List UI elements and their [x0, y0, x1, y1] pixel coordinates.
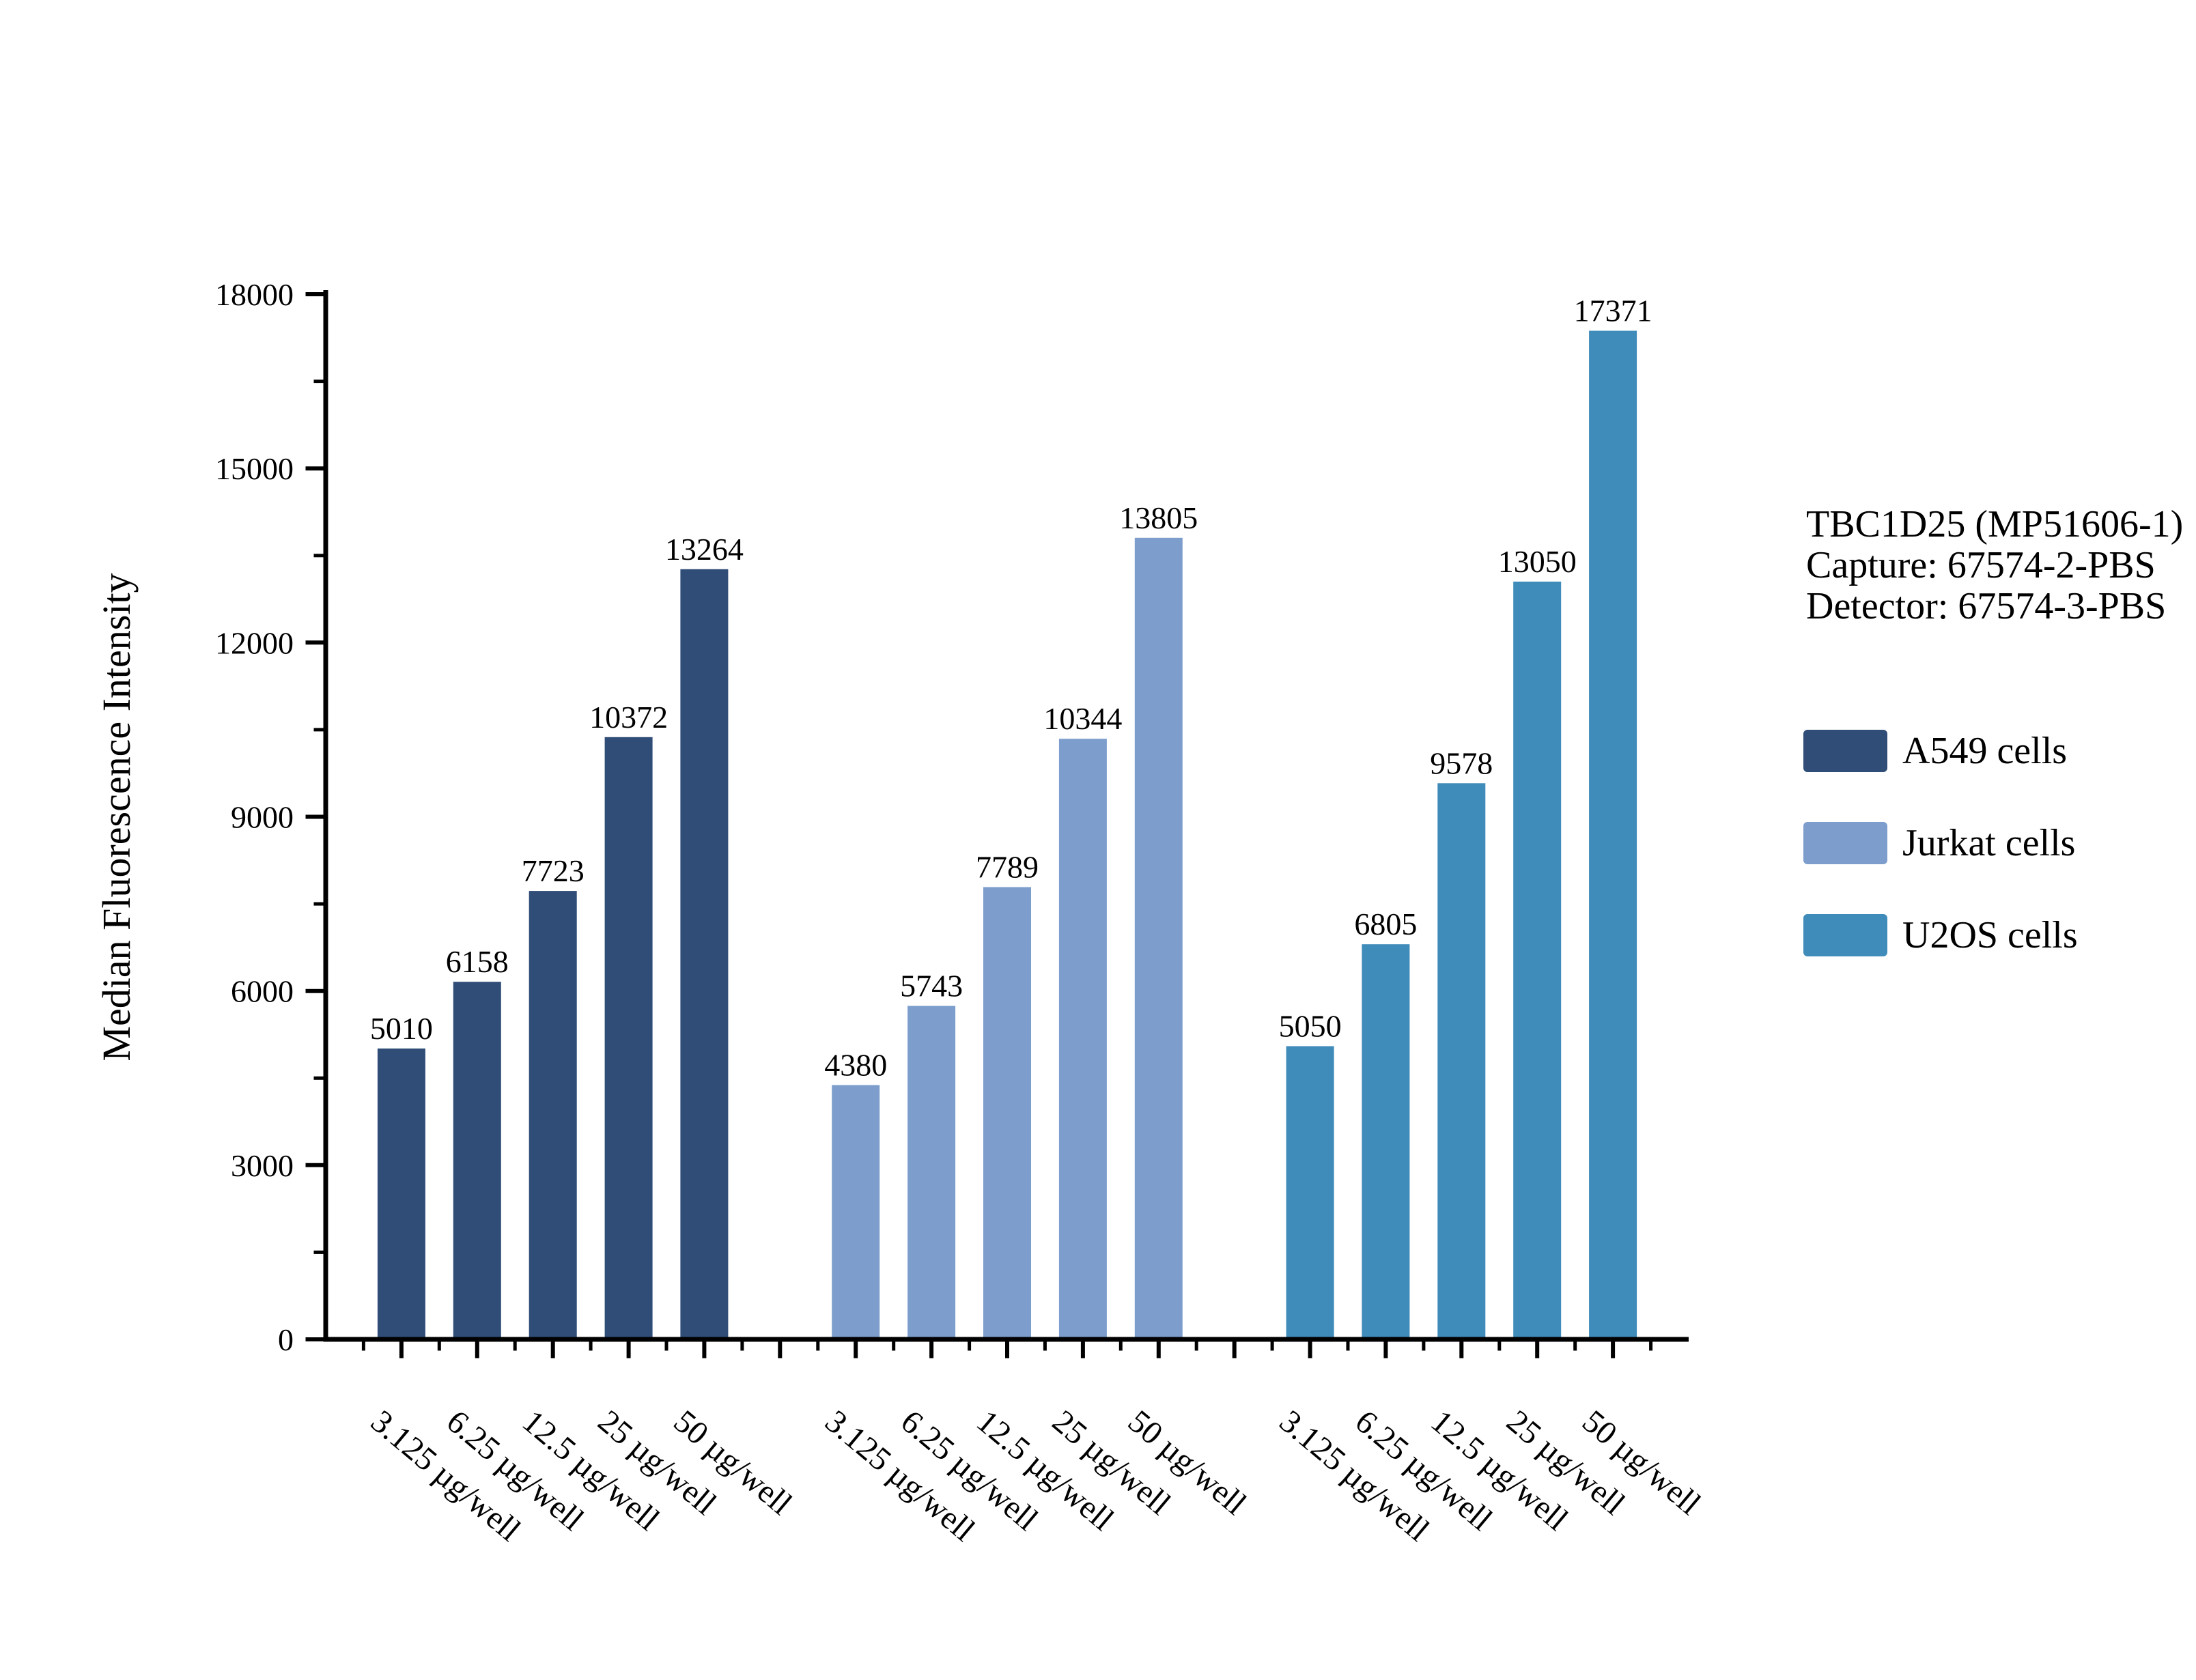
- y-tick-label: 15000: [215, 451, 294, 486]
- y-tick-label: 12000: [215, 625, 294, 660]
- bar-jurkat-5: [1134, 537, 1183, 1339]
- y-tick-label: 6000: [231, 974, 294, 1009]
- bar-value-label: 13264: [665, 532, 744, 567]
- legend-item: U2OS cells: [1803, 914, 2078, 956]
- bar-a549-5: [680, 569, 729, 1339]
- bar-value-label: 17371: [1574, 294, 1652, 328]
- legend-swatch-a549: [1803, 730, 1887, 772]
- bar-value-label: 5010: [370, 1011, 433, 1046]
- y-tick-label: 0: [278, 1322, 294, 1357]
- legend-swatch-u2os: [1803, 914, 1887, 956]
- y-tick-label: 9000: [231, 800, 294, 835]
- bar-value-label: 10372: [589, 700, 668, 735]
- legend-label: U2OS cells: [1902, 914, 2078, 956]
- legend-title-line-2: Capture: 67574-2-PBS: [1806, 544, 2156, 586]
- bar-jurkat-1: [832, 1085, 880, 1339]
- y-tick-label: 3000: [231, 1148, 294, 1183]
- bar-value-label: 6805: [1354, 907, 1417, 941]
- legend-label: Jurkat cells: [1902, 822, 2076, 864]
- bar-value-label: 6158: [446, 944, 509, 979]
- bar-value-label: 4380: [824, 1048, 887, 1083]
- bar-u2os-2: [1362, 944, 1410, 1339]
- bar-jurkat-4: [1058, 739, 1107, 1339]
- legend-title-line-1: TBC1D25 (MP51606-1): [1806, 503, 2184, 545]
- y-tick-label: 18000: [215, 277, 294, 312]
- bar-value-label: 5743: [900, 969, 963, 1003]
- legend: A549 cells Jurkat cells U2OS cells: [1803, 730, 2078, 1006]
- bar-a549-4: [604, 737, 653, 1339]
- legend-title-line-3: Detector: 67574-3-PBS: [1806, 585, 2167, 627]
- bar-a549-1: [377, 1048, 425, 1339]
- bar-u2os-5: [1589, 330, 1637, 1339]
- bar-value-label: 5050: [1279, 1009, 1342, 1044]
- bar-value-label: 10344: [1043, 701, 1122, 736]
- legend-swatch-jurkat: [1803, 822, 1887, 864]
- bar-u2os-1: [1286, 1046, 1334, 1339]
- bar-value-label: 7723: [522, 853, 585, 888]
- legend-label: A549 cells: [1902, 730, 2068, 772]
- bar-u2os-4: [1513, 582, 1562, 1339]
- bar-jurkat-3: [983, 887, 1031, 1339]
- bar-value-label: 13050: [1498, 544, 1577, 579]
- bar-a549-3: [529, 891, 577, 1339]
- legend-title: TBC1D25 (MP51606-1) Capture: 67574-2-PBS…: [1806, 504, 2183, 627]
- bar-jurkat-2: [907, 1006, 956, 1339]
- legend-item: Jurkat cells: [1803, 822, 2078, 864]
- bar-a549-2: [453, 982, 501, 1339]
- bar-value-label: 7789: [976, 850, 1039, 885]
- y-axis-title: Median Fluorescence Intensity: [94, 573, 139, 1061]
- bar-u2os-3: [1437, 783, 1486, 1339]
- bar-value-label: 13805: [1119, 500, 1198, 535]
- legend-item: A549 cells: [1803, 730, 2078, 772]
- bar-value-label: 9578: [1430, 745, 1493, 780]
